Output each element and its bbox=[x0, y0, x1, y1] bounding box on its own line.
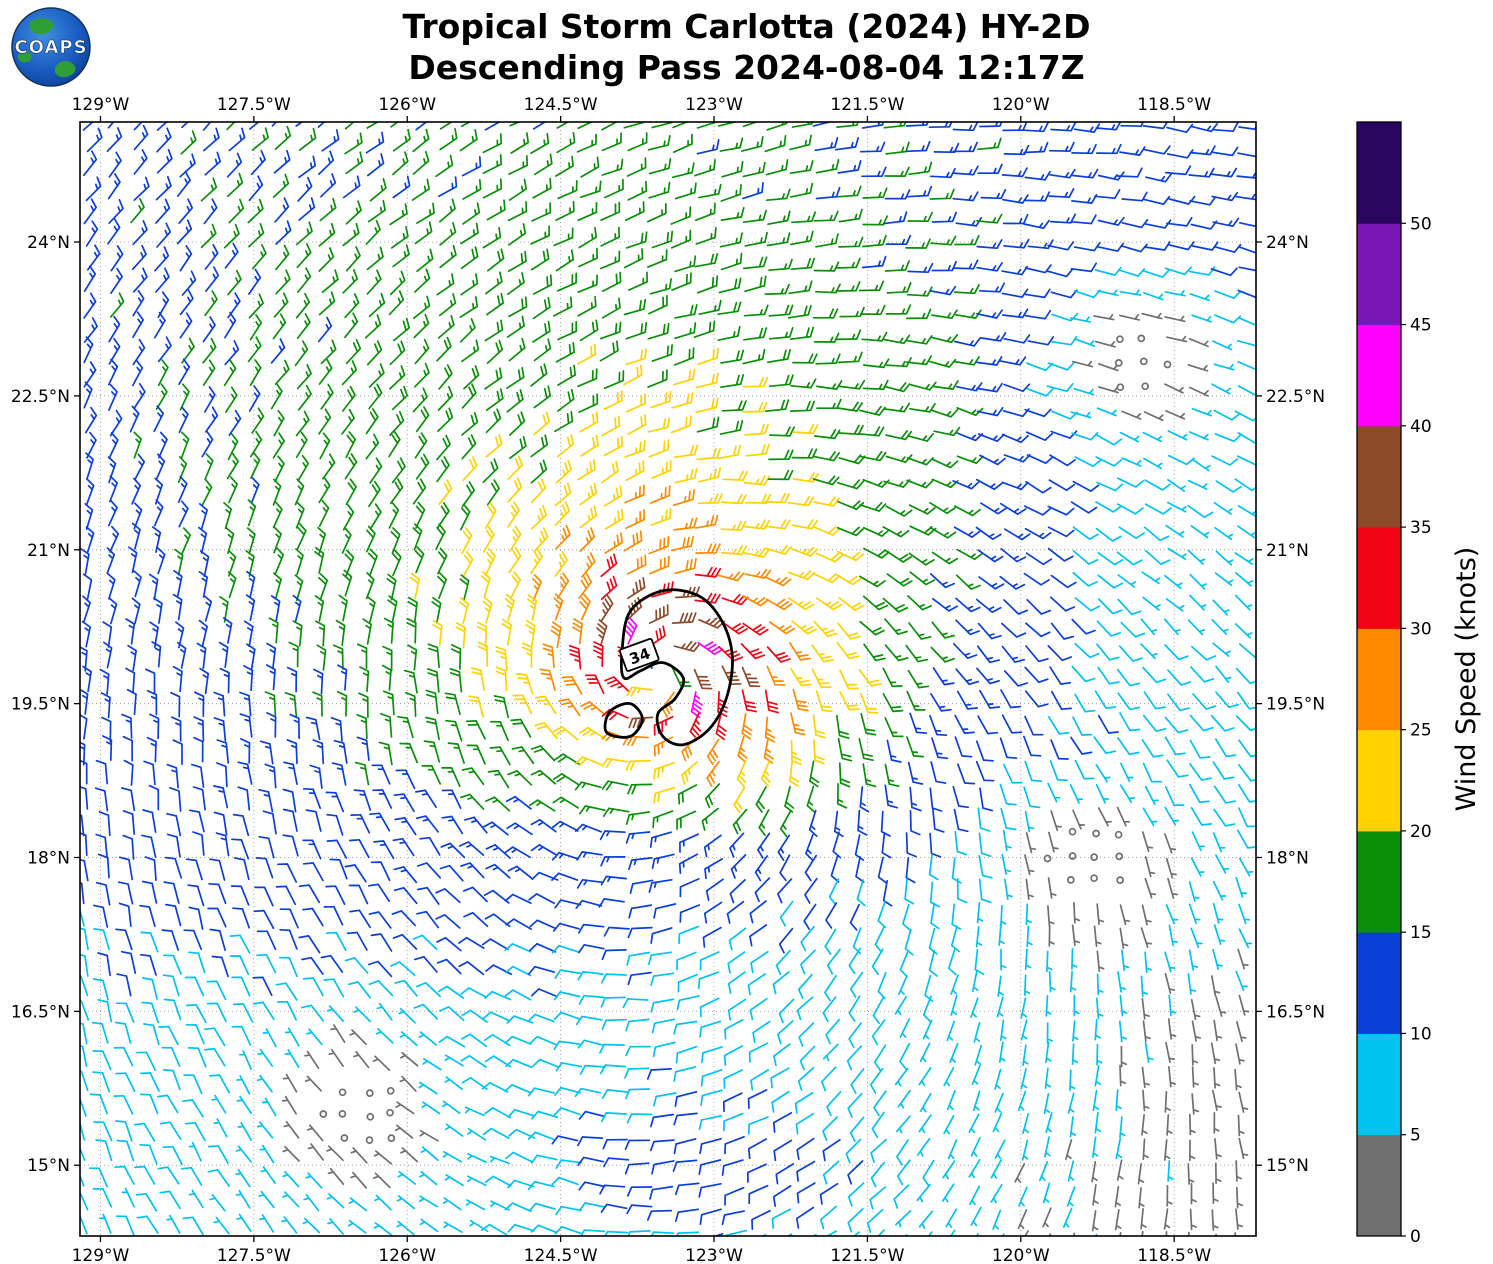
colorbar-segment bbox=[1357, 628, 1401, 731]
lon-tick-label-top: 127.5°W bbox=[217, 95, 291, 115]
plot-title: Tropical Storm Carlotta (2024) HY-2D Des… bbox=[0, 6, 1493, 89]
colorbar-axis-label: Wind Speed (knots) bbox=[1451, 547, 1482, 812]
lon-tick-label-bottom: 124.5°W bbox=[524, 1246, 598, 1264]
lon-tick-label-bottom: 127.5°W bbox=[217, 1246, 291, 1264]
colorbar-tick-label: 15 bbox=[1410, 923, 1432, 943]
coaps-logo-text: COAPS bbox=[14, 37, 87, 58]
contour-label-34: 34 bbox=[618, 637, 660, 672]
coaps-logo: COAPS bbox=[8, 4, 94, 90]
axis-ticks-and-labels: 129°W 129°W 127.5°W 127.5°W 126°W 126°W 124.5°… bbox=[11, 95, 1325, 1264]
lat-tick-label-right: 18°N bbox=[1266, 848, 1309, 868]
lon-tick-label-top: 121.5°W bbox=[830, 95, 904, 115]
colorbar-tick-label: 25 bbox=[1410, 721, 1432, 741]
lon-tick-label-top: 123°W bbox=[685, 95, 743, 115]
lon-tick-label-bottom: 123°W bbox=[685, 1246, 743, 1264]
colorbar-tick-label: 0 bbox=[1410, 1227, 1421, 1247]
lon-tick-label-bottom: 126°W bbox=[378, 1246, 436, 1264]
colorbar-segment bbox=[1357, 1134, 1401, 1237]
colorbar-segment bbox=[1357, 830, 1401, 933]
colorbar-segment bbox=[1357, 1033, 1401, 1136]
colorbar-border bbox=[1356, 121, 1402, 1237]
lon-tick-label-top: 129°W bbox=[72, 95, 130, 115]
colorbar-tick-label: 35 bbox=[1410, 518, 1432, 538]
colorbar-tick-label: 40 bbox=[1410, 417, 1432, 437]
colorbar-segment bbox=[1357, 425, 1401, 528]
lon-tick-label-top: 118.5°W bbox=[1137, 95, 1211, 115]
plot-border bbox=[79, 121, 1257, 1237]
lat-tick-label-left: 21°N bbox=[27, 541, 70, 561]
colorbar-segment bbox=[1357, 122, 1401, 224]
colorbar-tick-label: 50 bbox=[1410, 214, 1432, 234]
colorbar-segment bbox=[1357, 729, 1401, 832]
colorbar-segment bbox=[1357, 223, 1401, 326]
lat-tick-label-left: 24°N bbox=[27, 233, 70, 253]
colorbar: 0 5 10 15 20 25 30 35 40 45 50 Wind Speed (knots) bbox=[1356, 121, 1482, 1247]
coaps-globe-icon: COAPS bbox=[11, 7, 91, 87]
lat-tick-label-left: 19.5°N bbox=[11, 695, 70, 715]
lat-tick-label-right: 15°N bbox=[1266, 1156, 1309, 1176]
plot-title-line2: Descending Pass 2024-08-04 12:17Z bbox=[408, 48, 1085, 88]
lat-tick-label-left: 22.5°N bbox=[11, 387, 70, 407]
colorbar-tick-label: 30 bbox=[1410, 619, 1432, 639]
wind-radii-contour-34kt bbox=[603, 588, 734, 747]
wind-barbs bbox=[80, 122, 1256, 1236]
colorbar-tick-label: 45 bbox=[1410, 316, 1432, 336]
lat-tick-label-right: 24°N bbox=[1266, 233, 1309, 253]
colorbar-segment bbox=[1357, 324, 1401, 427]
lon-tick-label-top: 120°W bbox=[992, 95, 1050, 115]
colorbar-segment bbox=[1357, 932, 1401, 1034]
colorbar-tick-label: 20 bbox=[1410, 822, 1432, 842]
colorbar-tick-label: 5 bbox=[1410, 1126, 1421, 1146]
lat-tick-label-right: 16.5°N bbox=[1266, 1002, 1325, 1022]
lon-tick-label-bottom: 129°W bbox=[72, 1246, 130, 1264]
lon-tick-label-bottom: 120°W bbox=[992, 1246, 1050, 1264]
colorbar-segment bbox=[1357, 527, 1401, 629]
lat-tick-label-right: 22.5°N bbox=[1266, 387, 1325, 407]
lon-tick-label-top: 124.5°W bbox=[524, 95, 598, 115]
colorbar-tick-label: 10 bbox=[1410, 1024, 1432, 1044]
lon-tick-label-bottom: 118.5°W bbox=[1137, 1246, 1211, 1264]
lat-tick-label-right: 19.5°N bbox=[1266, 695, 1325, 715]
lat-tick-label-right: 21°N bbox=[1266, 541, 1309, 561]
plot-title-line1: Tropical Storm Carlotta (2024) HY-2D bbox=[402, 7, 1091, 46]
lat-tick-label-left: 18°N bbox=[27, 848, 70, 868]
lat-tick-label-left: 16.5°N bbox=[11, 1002, 70, 1022]
lat-tick-label-left: 15°N bbox=[27, 1156, 70, 1176]
lon-tick-label-top: 126°W bbox=[378, 95, 436, 115]
lon-tick-label-bottom: 121.5°W bbox=[830, 1246, 904, 1264]
